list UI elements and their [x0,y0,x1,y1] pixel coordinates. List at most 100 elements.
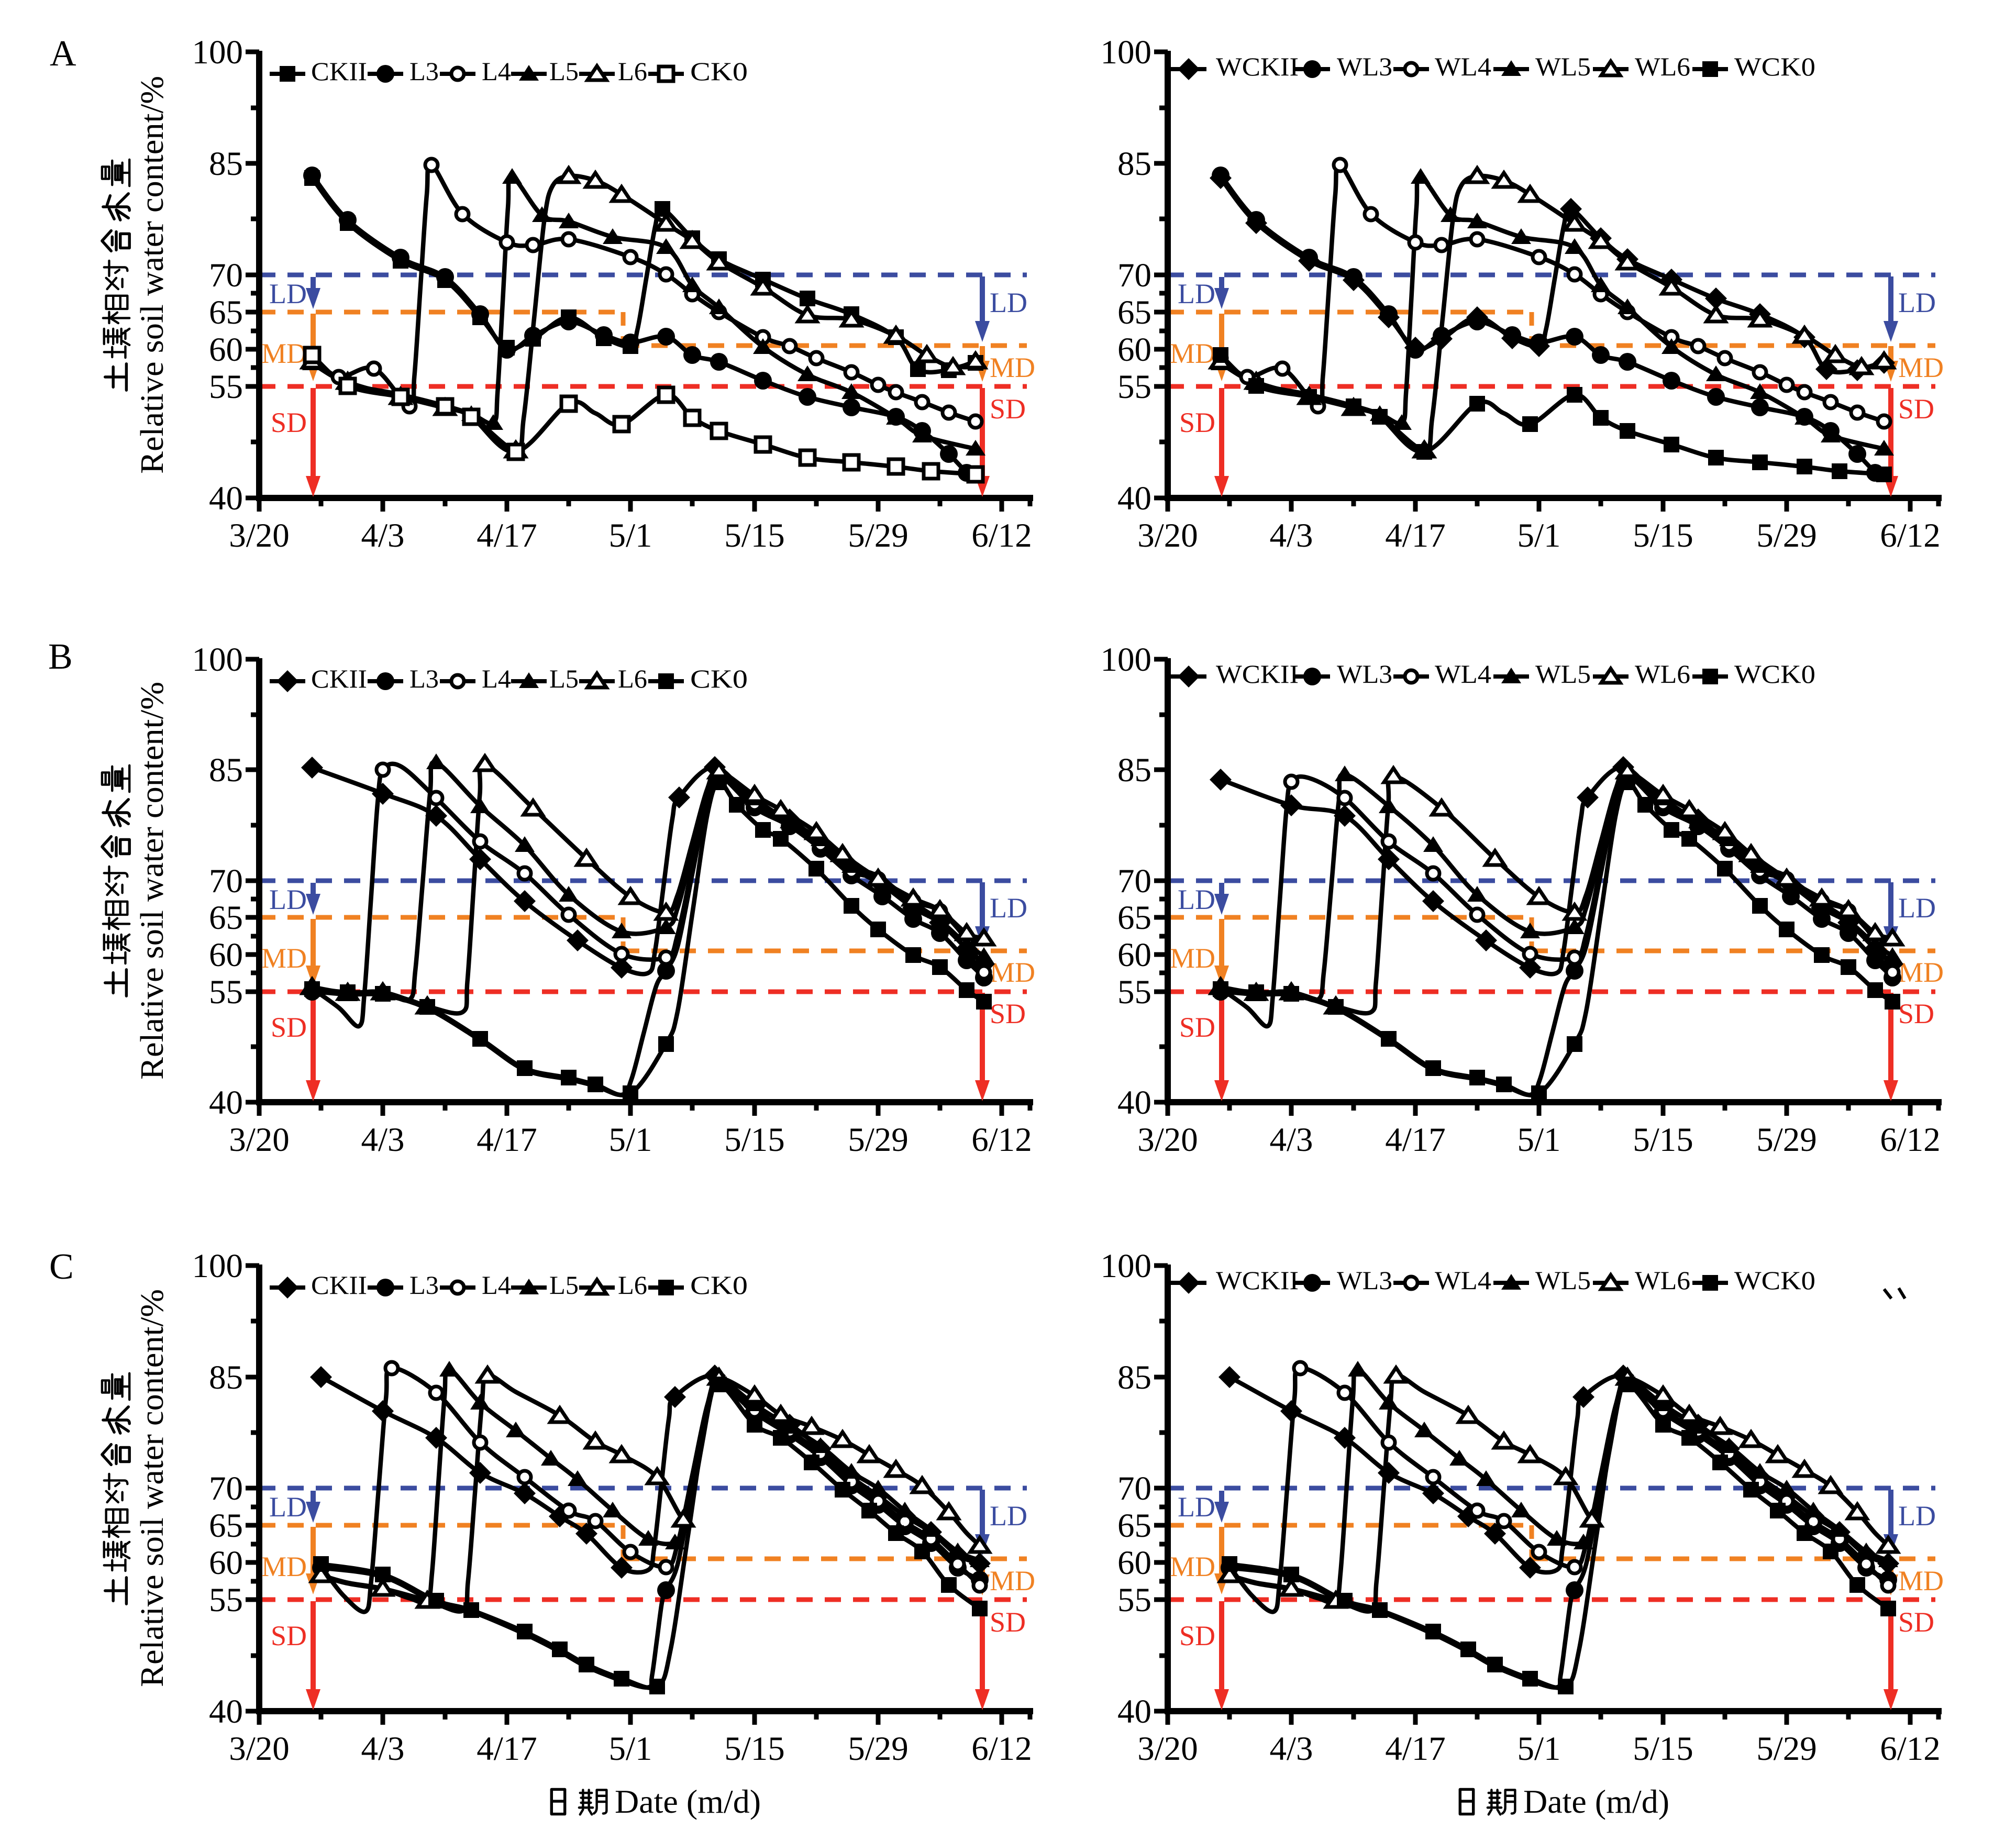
svg-text:65: 65 [209,1507,243,1545]
svg-text:SD: SD [1179,1012,1215,1043]
svg-text:4/3: 4/3 [1269,1730,1313,1768]
svg-text:40: 40 [1117,1693,1151,1731]
svg-text:L6: L6 [618,1270,647,1300]
svg-text:SD: SD [271,1620,307,1651]
svg-text:L6: L6 [618,664,647,693]
svg-text:A: A [50,34,76,74]
svg-text:100: 100 [1101,641,1152,679]
svg-text:5/15: 5/15 [1633,1121,1693,1159]
svg-text:4/17: 4/17 [477,1121,537,1159]
svg-text:55: 55 [209,368,243,406]
svg-text:5/15: 5/15 [1633,1730,1693,1768]
svg-text:SD: SD [990,1606,1026,1638]
svg-text:40: 40 [1117,1084,1151,1122]
svg-text:4/17: 4/17 [1385,1121,1446,1159]
svg-text:L3: L3 [409,57,439,86]
svg-text:LD: LD [990,287,1027,318]
svg-text:L3: L3 [409,664,439,693]
svg-text:LD: LD [269,278,307,309]
svg-text:5/29: 5/29 [848,1121,909,1159]
svg-text:5/1: 5/1 [608,1730,652,1768]
svg-text:60: 60 [209,331,243,369]
svg-text:3/20: 3/20 [1137,517,1198,554]
svg-text:MD: MD [261,1551,307,1582]
svg-text:L5: L5 [549,664,579,693]
svg-text:4/3: 4/3 [361,517,404,554]
svg-text:LD: LD [269,1491,307,1523]
svg-text:SD: SD [990,998,1026,1029]
svg-text:55: 55 [209,1581,243,1619]
svg-text:CK0: CK0 [690,1270,748,1300]
svg-text:100: 100 [1101,1247,1152,1285]
svg-text:55: 55 [209,973,243,1011]
svg-text:4/17: 4/17 [477,517,537,554]
svg-text:40: 40 [209,1084,243,1122]
svg-text:70: 70 [1117,257,1151,294]
svg-text:B: B [48,637,73,677]
svg-text:WL3: WL3 [1337,52,1392,81]
svg-text:6/12: 6/12 [971,1121,1032,1159]
svg-text:MD: MD [1170,338,1215,369]
svg-text:5/29: 5/29 [848,517,909,554]
svg-text:C: C [49,1247,74,1287]
svg-text:5/1: 5/1 [608,517,652,554]
svg-text:65: 65 [1117,294,1151,331]
svg-text:6/12: 6/12 [1880,517,1941,554]
svg-text:WL4: WL4 [1435,659,1491,689]
svg-text:WL3: WL3 [1337,1266,1392,1295]
svg-text:5/1: 5/1 [1517,1121,1560,1159]
svg-text:WCK0: WCK0 [1734,1266,1815,1295]
svg-text:4/17: 4/17 [477,1730,537,1768]
svg-text:SD: SD [1179,1620,1215,1651]
svg-text:LD: LD [990,892,1027,924]
svg-text:55: 55 [1117,973,1151,1011]
svg-text:WCKII: WCKII [1216,1266,1299,1295]
svg-text:MD: MD [990,1565,1035,1596]
svg-text:L4: L4 [482,1270,511,1300]
svg-text:70: 70 [1117,862,1151,900]
svg-text:LD: LD [1898,892,1936,924]
svg-text:Relative soil water content/%: Relative soil water content/% [135,682,170,1080]
svg-text:WCKII: WCKII [1216,659,1299,689]
svg-text:3/20: 3/20 [229,1730,290,1768]
svg-text:5/15: 5/15 [724,1730,785,1768]
svg-text:4/17: 4/17 [1385,517,1446,554]
svg-text:WL4: WL4 [1435,52,1491,81]
svg-text:55: 55 [1117,1581,1151,1619]
svg-text:5/15: 5/15 [1633,517,1693,554]
svg-text:100: 100 [192,34,243,71]
svg-text:65: 65 [1117,899,1151,937]
svg-text:WL6: WL6 [1635,1266,1690,1295]
svg-text:65: 65 [209,899,243,937]
svg-text:60: 60 [209,1544,243,1582]
svg-text:SD: SD [271,407,307,438]
svg-text:SD: SD [271,1012,307,1043]
svg-text:WL3: WL3 [1337,659,1392,689]
svg-text:60: 60 [209,936,243,974]
svg-text:4/3: 4/3 [1269,517,1313,554]
svg-text:SD: SD [1898,393,1934,425]
svg-text:CK0: CK0 [690,664,748,693]
svg-text:SD: SD [1898,998,1934,1029]
svg-text:65: 65 [1117,1507,1151,1545]
svg-text:3/20: 3/20 [229,1121,290,1159]
svg-text:MD: MD [990,352,1035,383]
svg-text:WL4: WL4 [1435,1266,1491,1295]
svg-text:WL6: WL6 [1635,52,1690,81]
svg-text:6/12: 6/12 [971,1730,1032,1768]
svg-text:L3: L3 [409,1270,439,1300]
svg-text:3/20: 3/20 [1137,1121,1198,1159]
svg-text:4/3: 4/3 [361,1730,404,1768]
svg-text:MD: MD [261,338,307,369]
svg-text:4/17: 4/17 [1385,1730,1446,1768]
svg-text:MD: MD [1898,1565,1944,1596]
svg-text:L4: L4 [482,57,511,86]
svg-text:L5: L5 [549,57,579,86]
svg-text:MD: MD [1898,352,1944,383]
svg-text:100: 100 [192,1247,243,1285]
svg-text:MD: MD [1170,942,1215,974]
svg-text:WCKII: WCKII [1216,52,1299,81]
svg-text:MD: MD [990,957,1035,988]
svg-text:60: 60 [1117,331,1151,369]
svg-text:3/20: 3/20 [229,517,290,554]
